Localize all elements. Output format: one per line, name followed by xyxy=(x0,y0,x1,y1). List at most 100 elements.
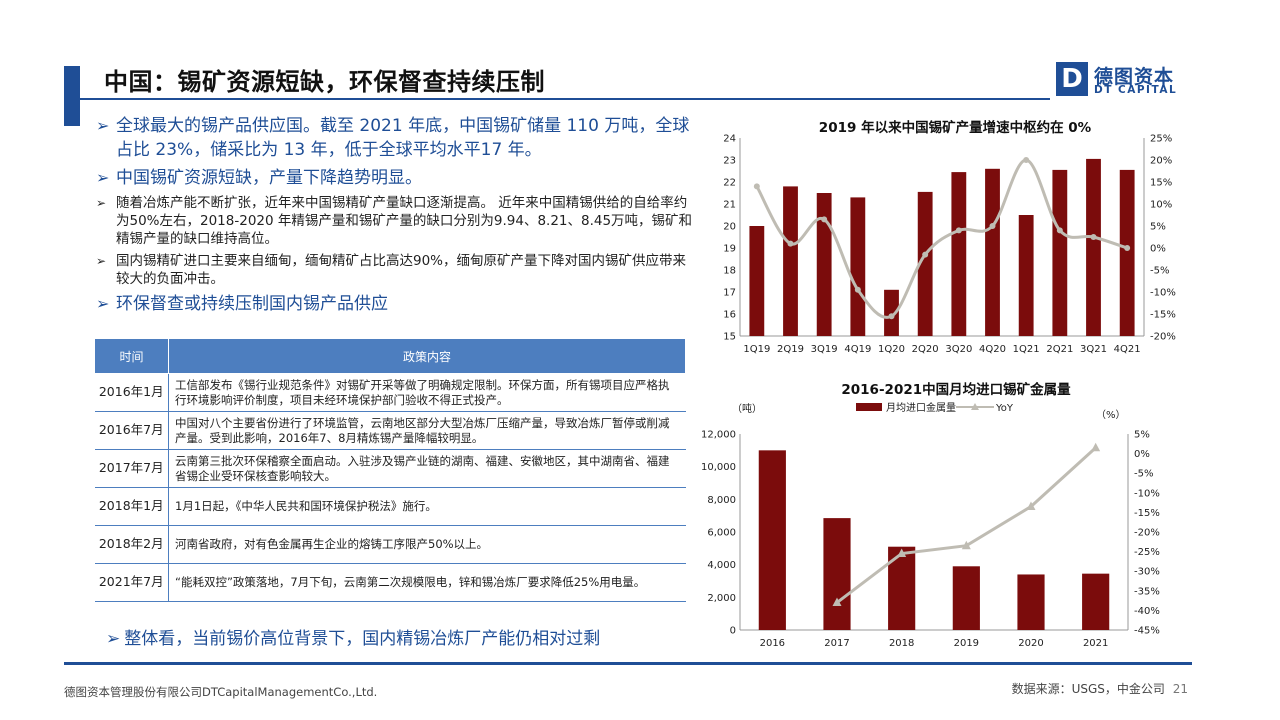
line-point xyxy=(961,540,971,550)
y-right-tick-label: -30% xyxy=(1134,567,1160,578)
x-tick-label: 4Q19 xyxy=(844,344,871,355)
footer-divider xyxy=(64,662,1192,665)
y-left-tick-label: 2,000 xyxy=(707,593,736,604)
x-tick-label: 2016 xyxy=(760,638,785,649)
legend-swatch-bars xyxy=(856,403,882,411)
line-point xyxy=(989,223,996,229)
line-point xyxy=(753,183,760,190)
y-right-tick-label: -10% xyxy=(1150,288,1176,299)
bar xyxy=(823,518,851,630)
line-point xyxy=(888,313,895,320)
bar xyxy=(1082,573,1110,630)
row-date: 2018年1月 xyxy=(94,487,169,526)
row-content: “能耗双控”政策落地，7月下旬，云南第二次规模限电，锌和锡冶炼厂要求降低25%用… xyxy=(168,563,686,602)
logo-cn-text: 德图资本 xyxy=(1094,66,1175,88)
x-tick-label: 1Q21 xyxy=(1013,344,1040,355)
bar xyxy=(1086,158,1101,336)
column-header-time: 时间 xyxy=(94,338,169,374)
x-tick-label: 2018 xyxy=(889,638,914,649)
y-left-tick-label: 4,000 xyxy=(707,560,736,571)
y-right-tick-label: 15% xyxy=(1150,178,1172,189)
table-row: 2018年2月 河南省政府，对有色金属再生企业的熔铸工序限产50%以上。 xyxy=(94,525,686,564)
y-right-tick-label: -40% xyxy=(1134,606,1160,617)
row-date: 2017年7月 xyxy=(94,449,169,488)
line-point xyxy=(854,286,861,293)
y-left-tick-label: 23 xyxy=(723,156,736,167)
y-left-tick-label: 21 xyxy=(723,200,736,211)
x-tick-label: 1Q19 xyxy=(743,344,770,355)
column-header-content: 政策内容 xyxy=(168,338,686,374)
table-row: 2017年7月 云南第三批次环保稽察全面启动。入驻涉及锡产业链的湖南、福建、安徽… xyxy=(94,449,686,488)
arrow-bullet-icon: ➢ xyxy=(96,294,110,313)
line-point xyxy=(832,597,842,607)
policy-table: 时间 政策内容 2016年1月 工信部发布《锡行业规范条件》对锡矿开采等做了明确… xyxy=(94,338,686,602)
line-point xyxy=(821,216,828,223)
line-point xyxy=(1056,227,1063,234)
y-right-tick-label: -15% xyxy=(1134,508,1160,519)
page-number: 21 xyxy=(1172,682,1188,696)
y-right-tick-label: -25% xyxy=(1134,547,1160,558)
x-tick-label: 2019 xyxy=(954,638,979,649)
y-left-tick-label: 20 xyxy=(723,222,736,233)
line-point xyxy=(1090,234,1097,240)
row-content: 中国对八个主要省份进行了环境监管，云南地区部分大型冶炼厂压缩产量，导致冶炼厂暂停… xyxy=(168,411,686,450)
line-point xyxy=(955,227,962,234)
arrow-bullet-icon: ➢ xyxy=(96,116,110,135)
y-left-tick-label: 8,000 xyxy=(707,495,736,506)
line-point xyxy=(897,548,907,558)
y-left-tick-label: 10,000 xyxy=(701,462,736,473)
arrow-bullet-icon: ➢ xyxy=(106,629,121,649)
table-row: 2021年7月 “能耗双控”政策落地，7月下旬，云南第二次规模限电，锌和锡冶炼厂… xyxy=(94,563,686,602)
y-right-tick-label: 0% xyxy=(1134,449,1150,460)
x-tick-label: 3Q20 xyxy=(945,344,972,355)
bar xyxy=(952,566,980,630)
y-left-tick-label: 24 xyxy=(723,134,736,145)
chart-legend: 月均进口金属量 YoY xyxy=(856,401,1014,414)
row-date: 2016年1月 xyxy=(94,373,169,412)
bar xyxy=(758,450,786,630)
bar xyxy=(985,168,1000,336)
bullet-item: ➢ 随着冶炼产能不断扩张，近年来中国锡精矿产量缺口逐渐提高。 近年来中国精锡供给的… xyxy=(96,195,693,247)
line-point xyxy=(1124,245,1131,251)
arrow-bullet-icon: ➢ xyxy=(96,168,110,187)
title-accent-bar xyxy=(64,66,80,126)
x-tick-label: 2Q19 xyxy=(777,344,804,355)
footer-company: 德图资本管理股份有限公司DTCapitalManagementCo.,Ltd. xyxy=(64,685,378,699)
title-divider xyxy=(80,98,1050,100)
table-row: 2016年7月 中国对八个主要省份进行了环境监管，云南地区部分大型冶炼厂压缩产量… xyxy=(94,411,686,450)
logo-mark-icon: D xyxy=(1056,62,1088,96)
x-tick-label: 2017 xyxy=(824,638,849,649)
x-tick-label: 2Q20 xyxy=(912,344,939,355)
bar xyxy=(749,226,765,336)
arrow-bullet-icon: ➢ xyxy=(96,254,107,268)
y-right-tick-label: -10% xyxy=(1134,488,1160,499)
y-right-tick-label: 20% xyxy=(1150,156,1172,167)
y-right-tick-label: 5% xyxy=(1134,430,1150,441)
bullet-item: ➢ 中国锡矿资源短缺，产量下降趋势明显。 xyxy=(96,168,422,188)
bar xyxy=(1017,574,1045,630)
x-tick-label: 4Q20 xyxy=(979,344,1006,355)
bar xyxy=(816,193,832,336)
row-date: 2018年2月 xyxy=(94,525,169,564)
y-left-tick-label: 18 xyxy=(723,266,736,277)
x-tick-label: 4Q21 xyxy=(1114,344,1141,355)
right-unit-label: （%） xyxy=(1096,409,1126,421)
bar xyxy=(1119,169,1135,336)
bar xyxy=(1052,169,1068,336)
table-header-row: 时间 政策内容 xyxy=(94,338,686,374)
table-row: 2016年1月 工信部发布《锡行业规范条件》对锡矿开采等做了明确规定限制。环保方… xyxy=(94,373,686,412)
bar xyxy=(917,191,933,336)
y-right-tick-label: -20% xyxy=(1150,332,1176,343)
y-right-tick-label: -20% xyxy=(1134,528,1160,539)
y-right-tick-label: -5% xyxy=(1134,469,1153,480)
bar xyxy=(884,289,899,336)
x-tick-label: 2Q21 xyxy=(1046,344,1073,355)
source-text: 数据来源：USGS，中金公司 xyxy=(1011,682,1165,696)
y-left-tick-label: 6,000 xyxy=(707,528,736,539)
x-tick-label: 2020 xyxy=(1018,638,1043,649)
company-logo: D 德图资本 DT CAPITAL xyxy=(1056,62,1196,98)
y-left-tick-label: 16 xyxy=(723,310,736,321)
y-left-tick-label: 12,000 xyxy=(701,430,736,441)
bullet-item: ➢ 全球最大的锡产品供应国。截至 2021 年底，中国锡矿储量 110 万吨，全球… xyxy=(96,116,690,160)
y-right-tick-label: 0% xyxy=(1150,244,1166,255)
